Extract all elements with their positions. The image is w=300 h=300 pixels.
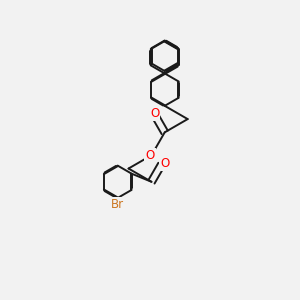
Text: Br: Br xyxy=(111,198,124,211)
Text: O: O xyxy=(160,157,170,169)
Text: O: O xyxy=(150,107,159,120)
Text: O: O xyxy=(146,149,154,162)
